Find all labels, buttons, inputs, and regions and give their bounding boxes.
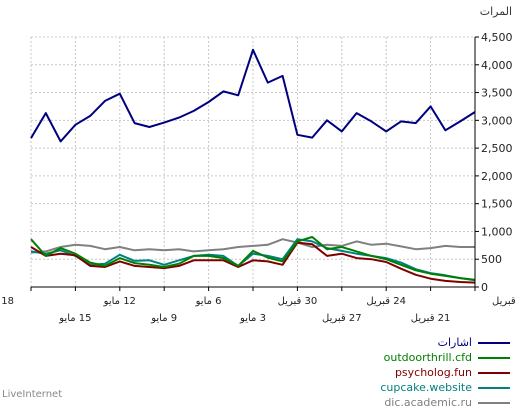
y-tick-label: 0 <box>481 281 488 294</box>
y-tick-label: 4,500 <box>481 31 513 44</box>
legend-entry: اشارات <box>380 335 510 350</box>
legend-swatch <box>478 386 510 389</box>
y-tick-label: 1,500 <box>481 198 513 211</box>
legend-swatch <box>478 356 510 359</box>
x-tick-label: 15 مايو <box>58 313 91 324</box>
axes: 0 500 1,000 1,500 2,000 2,500 3,000 3,500 4,000 4… <box>0 31 520 324</box>
legend-entry: psycholog.fun <box>380 365 510 380</box>
legend-label: dic.academic.ru <box>384 396 472 409</box>
y-axis-unit-label: المرات <box>479 5 512 18</box>
y-tick-label: 4,000 <box>481 59 513 72</box>
y-tick-label: 500 <box>481 253 502 266</box>
legend-entry: dic.academic.ru <box>380 395 510 410</box>
x-tick-label: 18 قبريل <box>492 296 520 307</box>
x-tick-label: 12 مايو <box>103 296 136 307</box>
x-tick-label: 30 قبريل <box>278 296 318 307</box>
x-tick-label: 9 مايو <box>150 313 177 324</box>
series-lines <box>30 48 476 284</box>
series-line <box>30 238 475 254</box>
legend-label: outdoorthrill.cfd <box>383 351 472 364</box>
series-line <box>30 238 476 282</box>
legend-entry: cupcake.website <box>380 380 510 395</box>
x-tick-label: 27 قبريل <box>322 313 362 324</box>
legend: اشارات outdoorthrill.cfd psycholog.fun cupc… <box>380 335 510 410</box>
y-tick-label: 1,000 <box>481 225 513 238</box>
legend-entry: outdoorthrill.cfd <box>380 350 510 365</box>
legend-label: اشارات <box>437 336 472 349</box>
x-tick-label: 18 مايو <box>0 296 14 307</box>
legend-swatch <box>478 371 510 374</box>
y-tick-label: 2,500 <box>481 142 513 155</box>
x-tick-label: 3 مايو <box>239 313 266 324</box>
x-tick-label: 6 مايو <box>195 296 222 307</box>
y-tick-label: 3,500 <box>481 87 513 100</box>
legend-label: psycholog.fun <box>394 366 472 379</box>
legend-swatch <box>478 401 510 404</box>
grid <box>30 36 476 288</box>
x-tick-label: 24 قبريل <box>366 296 406 307</box>
series-line <box>30 48 476 143</box>
legend-swatch <box>478 341 510 344</box>
footer-brand-label: LiveInternet <box>2 389 63 400</box>
legend-label: cupcake.website <box>380 381 472 394</box>
y-tick-label: 3,000 <box>481 114 513 127</box>
series-line <box>30 241 476 284</box>
y-tick-label: 2,000 <box>481 170 513 183</box>
x-tick-label: 21 قبريل <box>411 313 451 324</box>
series-line <box>30 236 476 281</box>
